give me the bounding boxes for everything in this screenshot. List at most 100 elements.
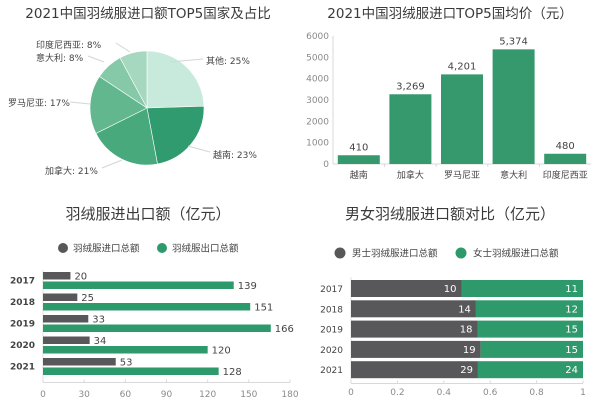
bar: [43, 346, 208, 354]
x-category-label: 加拿大: [397, 169, 424, 181]
bar-value-label: 120: [212, 346, 231, 357]
y-category-label: 2021: [10, 363, 35, 373]
segment-value-label: 15: [565, 345, 578, 356]
stacked-bar-segment: [351, 320, 478, 338]
bar: [389, 94, 432, 164]
y-category-label: 2017: [320, 285, 343, 295]
bar: [43, 303, 251, 311]
bar: [43, 358, 116, 366]
stacked-bar-segment: [351, 280, 462, 297]
legend-label: 羽绒服进口总额: [73, 243, 140, 255]
pie-label-leader: [115, 42, 131, 53]
x-tick-label: 0.8: [529, 388, 544, 398]
y-category-label: 2020: [320, 346, 343, 356]
pie-slice-label: 印度尼西亚: 8%: [36, 39, 102, 51]
x-tick-label: 0: [40, 390, 46, 400]
segment-value-label: 24: [565, 365, 578, 376]
pie-label-leader: [69, 101, 91, 105]
legend-marker: [455, 247, 467, 259]
gender-stacked-bar-chart: 男士羽绒服进口总额 女士羽绒服进口总额 0 0.2 0.4 0.6 0.8 1 2017 10 11…: [320, 247, 586, 398]
bar-value-label: 128: [223, 367, 242, 378]
pie-chart: 其他: 25% 越南: 23% 加拿大: 21% 罗马尼亚: 17% 意大利: 8%印度…: [8, 39, 257, 177]
stacked-bar-segment: [475, 300, 583, 318]
segment-value-label: 19: [463, 345, 476, 356]
y-tick-label: 4000: [306, 75, 329, 85]
x-tick-label: 60: [120, 390, 132, 400]
pie-label-leader: [101, 159, 123, 169]
x-tick-label: 90: [161, 390, 173, 400]
pie-label-leader: [87, 55, 105, 63]
x-tick-label: 120: [199, 390, 216, 400]
legend-label: 羽绒服出口总额: [172, 243, 239, 255]
x-tick-label: 30: [78, 390, 90, 400]
pie-label-leader: [169, 58, 204, 63]
legend-marker: [157, 243, 167, 253]
pie-slice-label: 意大利: 8%: [36, 52, 84, 64]
bar-value-label: 33: [92, 315, 105, 326]
bar-value-label: 34: [94, 336, 107, 347]
bar: [43, 293, 78, 301]
segment-value-label: 11: [565, 284, 578, 295]
segment-value-label: 18: [460, 325, 473, 336]
pie-slice: [89, 76, 148, 134]
segment-value-label: 15: [565, 325, 578, 336]
y-category-label: 2019: [10, 320, 35, 330]
legend-marker: [334, 247, 346, 259]
stacked-bar-segment: [477, 320, 583, 338]
pie-slice-label: 其他: 25%: [206, 55, 250, 67]
pie-slice: [119, 50, 148, 109]
legend-label: 女士羽绒服进口总额: [473, 248, 559, 260]
x-category-label: 印度尼西亚: [543, 169, 588, 181]
pie-chart-title: 2021中国羽绒服进口额TOP5国家及占比: [25, 5, 270, 22]
gender-chart-title: 男女羽绒服进口额对比（亿元）: [345, 205, 555, 223]
bar-value-label: 3,269: [396, 81, 425, 92]
segment-value-label: 10: [444, 284, 457, 295]
x-tick-label: 0.2: [390, 388, 404, 398]
bar-value-label: 5,374: [499, 36, 528, 47]
x-tick-label: 150: [240, 390, 257, 400]
stacked-bar-segment: [477, 361, 583, 379]
pie-slice-label: 加拿大: 21%: [45, 165, 98, 177]
x-category-label: 罗马尼亚: [444, 170, 480, 181]
legend-label: 男士羽绒服进口总额: [352, 248, 438, 260]
y-category-label: 2021: [320, 366, 343, 376]
bar: [441, 74, 483, 164]
legend-marker: [58, 243, 68, 253]
avg-price-bar-chart: 0 1000 2000 3000 4000 5000 6000 410 越南 3,269 加拿大 4,…: [306, 32, 591, 181]
stacked-bar-segment: [351, 361, 478, 379]
segment-value-label: 29: [460, 365, 473, 376]
y-tick-label: 3000: [306, 96, 329, 106]
x-tick-label: 1: [580, 388, 586, 398]
avg-price-chart-title: 2021中国羽绒服进口TOP5国均价（元）: [327, 6, 572, 22]
y-category-label: 2017: [10, 277, 35, 287]
bar-value-label: 166: [275, 324, 294, 335]
pie-slice: [146, 50, 205, 109]
x-tick-label: 0.6: [483, 388, 498, 398]
bar: [337, 155, 380, 164]
trade-bar-chart: 羽绒服进口总额 羽绒服出口总额 0 30 60 90 120 150 180 2017 20 139 2…: [10, 243, 299, 401]
bar: [43, 315, 89, 323]
y-tick-label: 5000: [306, 53, 329, 63]
y-category-label: 2019: [320, 326, 343, 336]
bar-value-label: 139: [238, 281, 257, 292]
pie-slice-label: 越南: 23%: [213, 149, 257, 161]
bar: [43, 367, 219, 375]
y-tick-label: 6000: [306, 32, 329, 42]
bar: [492, 49, 535, 164]
pie-slice-label: 罗马尼亚: 17%: [8, 98, 70, 109]
bar: [544, 153, 587, 164]
stacked-bar-segment: [461, 280, 583, 297]
trade-chart-title: 羽绒服进出口额（亿元）: [65, 205, 230, 223]
pie-slice: [95, 107, 158, 166]
x-tick-label: 0: [348, 388, 354, 398]
x-tick-label: 0.4: [437, 388, 452, 398]
bar-value-label: 480: [556, 141, 575, 152]
bar-value-label: 53: [120, 358, 133, 369]
bar-value-label: 410: [349, 142, 368, 153]
x-category-label: 越南: [350, 169, 368, 181]
y-tick-label: 2000: [306, 117, 329, 127]
pie-slice: [146, 105, 205, 165]
y-category-label: 2018: [10, 298, 35, 308]
x-category-label: 意大利: [500, 169, 527, 181]
